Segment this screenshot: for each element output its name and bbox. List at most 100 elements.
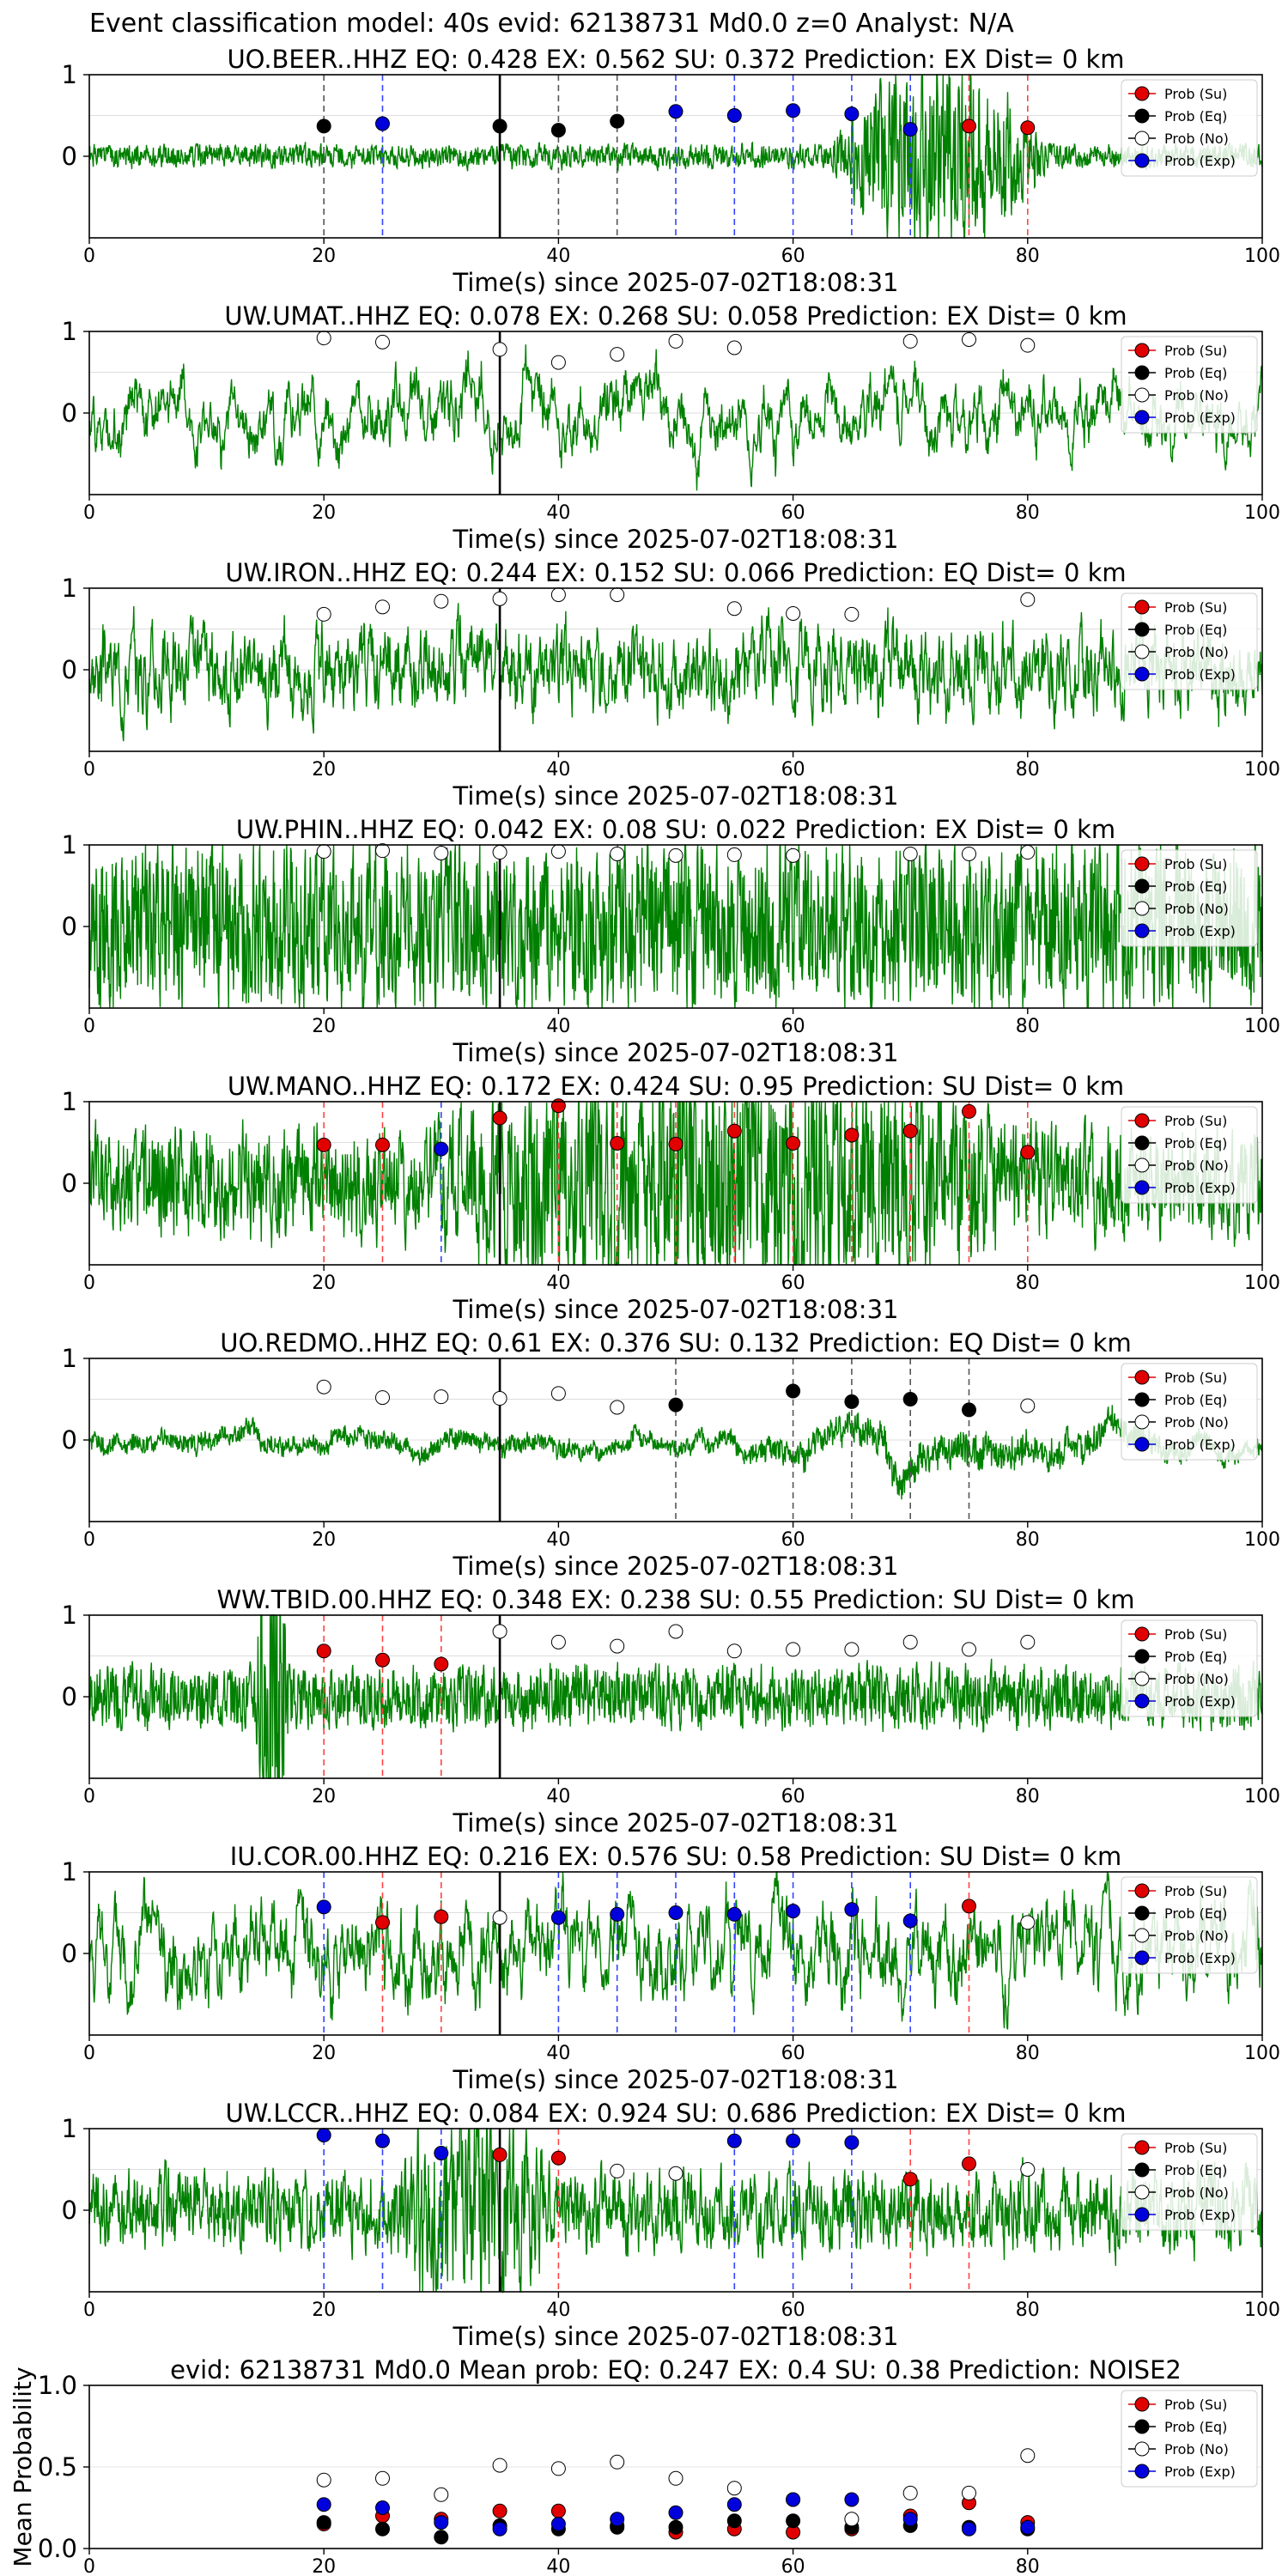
prob-point-exp bbox=[726, 1906, 742, 1922]
legend-entry: Prob (No) bbox=[1164, 2184, 1229, 2201]
prob-point-no bbox=[726, 1643, 742, 1659]
prob-point-eq bbox=[844, 1394, 860, 1409]
x-tick-label: 40 bbox=[546, 502, 570, 524]
legend-marker-su bbox=[1134, 1370, 1150, 1385]
waveform-trace bbox=[88, 1614, 1263, 1779]
legend-marker-exp bbox=[1134, 1180, 1150, 1195]
prob-point-no bbox=[610, 846, 625, 861]
x-tick-label: 60 bbox=[781, 759, 805, 781]
prob-point-eq bbox=[902, 1392, 918, 1406]
prob-point-no bbox=[1020, 1398, 1036, 1413]
x-tick-label: 60 bbox=[781, 502, 805, 524]
legend-marker-eq bbox=[1134, 2419, 1150, 2434]
mean-point-exp bbox=[375, 2500, 390, 2515]
x-tick-label: 80 bbox=[1016, 1786, 1040, 1807]
x-axis-label: Time(s) since 2025-07-02T18:08:31 bbox=[453, 1295, 899, 1324]
prob-point-eq bbox=[492, 118, 507, 134]
prob-point-no bbox=[610, 2163, 625, 2178]
legend-marker-su bbox=[1134, 599, 1150, 615]
y-tick-label: 0 bbox=[62, 2196, 77, 2225]
mean-point-eq bbox=[668, 2519, 683, 2535]
legend-entry: Prob (Exp) bbox=[1164, 1950, 1236, 1966]
prob-point-exp bbox=[668, 104, 683, 119]
prob-point-no bbox=[316, 844, 331, 860]
prob-point-no bbox=[1020, 1915, 1036, 1930]
mean-point-exp bbox=[550, 2517, 566, 2531]
prob-point-no bbox=[726, 340, 742, 355]
legend-marker-su bbox=[1134, 86, 1150, 101]
legend-marker-no bbox=[1134, 1414, 1150, 1430]
legend-marker-su bbox=[1134, 1626, 1150, 1642]
legend-entry: Prob (Exp) bbox=[1164, 666, 1236, 683]
prob-point-no bbox=[316, 1379, 331, 1394]
legend-marker-no bbox=[1134, 1928, 1150, 1943]
legend-marker-no bbox=[1134, 2184, 1150, 2200]
prob-point-no bbox=[962, 846, 976, 861]
legend-marker-no bbox=[1134, 1157, 1150, 1173]
legend-box bbox=[1121, 1106, 1258, 1204]
waveform-trace bbox=[88, 1405, 1263, 1500]
panel-7: WW.TBID.00.HHZ EQ: 0.348 EX: 0.238 SU: 0… bbox=[62, 1585, 1280, 1838]
mean-point-su bbox=[492, 2503, 507, 2518]
prob-point-su bbox=[316, 1643, 331, 1659]
y-tick-label: 1 bbox=[62, 1344, 77, 1373]
x-tick-label: 40 bbox=[546, 2043, 570, 2064]
prob-point-no bbox=[434, 1389, 449, 1405]
x-tick-label: 60 bbox=[781, 246, 805, 267]
panel-title: UW.MANO..HHZ EQ: 0.172 EX: 0.424 SU: 0.9… bbox=[228, 1072, 1124, 1101]
prob-point-no bbox=[434, 593, 449, 609]
prob-point-no bbox=[1020, 845, 1036, 860]
x-tick-label: 20 bbox=[312, 2300, 336, 2321]
legend-marker-eq bbox=[1134, 878, 1150, 894]
legend-marker-eq bbox=[1134, 1135, 1150, 1151]
x-tick-label: 60 bbox=[781, 1529, 805, 1551]
y-tick-label: 1 bbox=[62, 1601, 77, 1630]
prob-point-no bbox=[492, 342, 507, 357]
legend-entry: Prob (Su) bbox=[1164, 1113, 1227, 1129]
prob-point-su bbox=[375, 1652, 390, 1668]
prob-point-exp bbox=[786, 103, 801, 118]
legend-entry: Prob (Eq) bbox=[1164, 1392, 1227, 1408]
prob-point-no bbox=[1020, 2162, 1036, 2177]
legend-entry: Prob (No) bbox=[1164, 1928, 1229, 1944]
x-tick-label: 80 bbox=[1016, 2300, 1040, 2321]
prob-point-eq bbox=[610, 113, 625, 129]
legend-marker-no bbox=[1134, 1671, 1150, 1686]
mean-point-exp bbox=[786, 2492, 801, 2507]
y-tick-label: 1 bbox=[62, 830, 77, 860]
legend-entry: Prob (Eq) bbox=[1164, 2162, 1227, 2178]
legend-entry: Prob (No) bbox=[1164, 901, 1229, 917]
x-tick-label: 20 bbox=[312, 759, 336, 781]
prob-point-su bbox=[492, 2147, 507, 2162]
x-tick-label: 20 bbox=[312, 2556, 336, 2576]
y-axis-label: Mean Probability bbox=[9, 2366, 37, 2567]
prob-point-no bbox=[1020, 337, 1036, 353]
panel-2: UW.UMAT..HHZ EQ: 0.078 EX: 0.268 SU: 0.0… bbox=[62, 301, 1280, 554]
mean-point-su bbox=[550, 2503, 566, 2518]
legend-entry: Prob (Eq) bbox=[1164, 622, 1227, 638]
prob-point-no bbox=[1020, 592, 1036, 607]
legend-entry: Prob (Su) bbox=[1164, 2397, 1227, 2413]
prob-point-no bbox=[492, 1391, 507, 1406]
mean-point-exp bbox=[316, 2497, 331, 2512]
legend-entry: Prob (Eq) bbox=[1164, 2419, 1227, 2435]
mean-point-no bbox=[962, 2485, 976, 2500]
panel-6: UO.REDMO..HHZ EQ: 0.61 EX: 0.376 SU: 0.1… bbox=[62, 1328, 1280, 1581]
legend-entry: Prob (Su) bbox=[1164, 1626, 1227, 1643]
y-tick-label: 0.5 bbox=[38, 2452, 77, 2482]
legend-marker-exp bbox=[1134, 2464, 1150, 2479]
mean-point-no bbox=[726, 2481, 742, 2496]
x-tick-label: 80 bbox=[1016, 246, 1040, 267]
prob-point-exp bbox=[316, 2128, 331, 2143]
prob-point-exp bbox=[375, 116, 390, 131]
prob-point-exp bbox=[550, 1910, 566, 1925]
legend-marker-no bbox=[1134, 2441, 1150, 2457]
figure-title: Event classification model: 40s evid: 62… bbox=[89, 9, 1014, 39]
x-axis-label: Time(s) since 2025-07-02T18:08:31 bbox=[453, 1038, 899, 1067]
x-tick-label: 100 bbox=[1244, 246, 1280, 267]
x-tick-label: 0 bbox=[83, 1016, 95, 1037]
y-tick-label: 1 bbox=[62, 60, 77, 89]
x-tick-label: 40 bbox=[546, 1786, 570, 1807]
x-tick-label: 0 bbox=[83, 759, 95, 781]
